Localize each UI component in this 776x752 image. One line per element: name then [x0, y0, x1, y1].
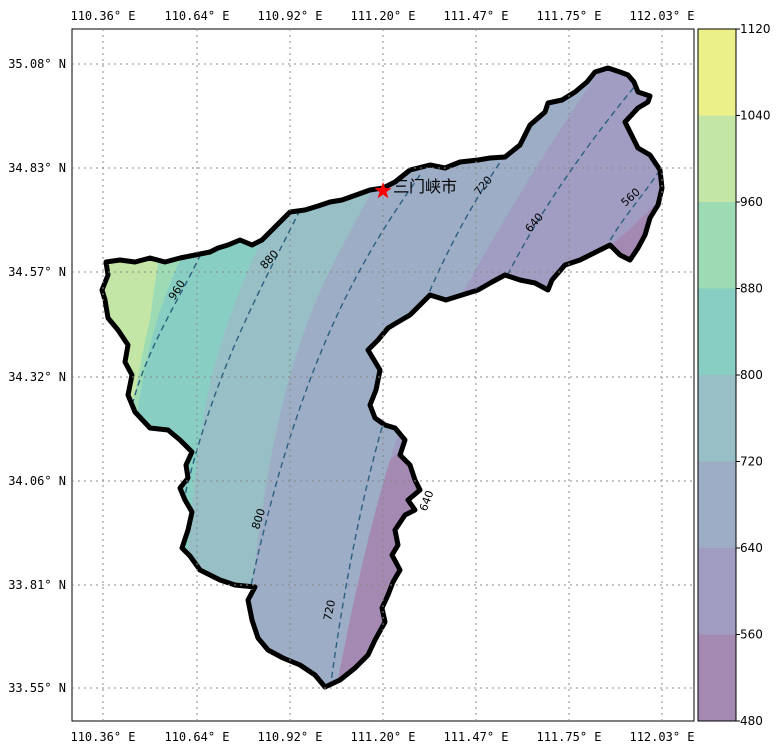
lat-label: 35.08° N: [8, 57, 66, 71]
city-label: 三门峡市: [393, 177, 457, 196]
longitude-labels-top: 110.36° E 110.64° E 110.92° E 111.20° E 111.…: [70, 9, 694, 23]
colorbar-tick-label: 640: [740, 541, 763, 555]
colorbar-tick-label: 1040: [740, 109, 771, 123]
lon-label-bottom: 110.36° E: [70, 730, 135, 744]
contour-label: 800: [249, 507, 268, 531]
colorbar-tick-label: 880: [740, 282, 763, 296]
latitude-labels: 35.08° N 34.83° N 34.57° N 34.32° N 34.06° N…: [8, 57, 66, 695]
contour-line-800: [249, 174, 421, 591]
red-star-icon: [374, 182, 392, 199]
lon-label-bottom: 111.47° E: [443, 730, 508, 744]
lat-label: 34.57° N: [8, 265, 66, 279]
colorbar-segment: [698, 634, 736, 722]
lon-label-bottom: 110.92° E: [257, 730, 322, 744]
colorbar-tick-label: 480: [740, 714, 763, 728]
lon-label-top: 111.47° E: [443, 9, 508, 23]
colorbar-tick-label: 1120: [740, 22, 771, 36]
colorbar-tick-label: 560: [740, 628, 763, 642]
lat-label: 33.55° N: [8, 681, 66, 695]
colorbar-tick-label: 960: [740, 195, 763, 209]
lon-label-bottom: 112.03° E: [629, 730, 694, 744]
contour-line-560: [604, 169, 661, 251]
lat-label: 34.32° N: [8, 370, 66, 384]
colorbar-segment: [698, 202, 736, 289]
lon-label-bottom: 111.20° E: [350, 730, 415, 744]
lon-label-bottom: 110.64° E: [164, 730, 229, 744]
colorbar-segment: [698, 548, 736, 635]
colorbar-segment: [698, 29, 736, 116]
longitude-labels-bottom: 110.36° E 110.64° E 110.92° E 111.20° E 111.…: [70, 730, 694, 744]
lon-label-top: 110.36° E: [70, 9, 135, 23]
lat-label: 33.81° N: [8, 578, 66, 592]
lon-label-top: 111.75° E: [536, 9, 601, 23]
colorbar: 1120 1040 960 880 800 720 640 560 480: [697, 22, 771, 728]
lat-label: 34.83° N: [8, 161, 66, 175]
colorbar-segment: [698, 288, 736, 376]
lon-label-bottom: 111.75° E: [536, 730, 601, 744]
graticule: [72, 29, 694, 721]
lon-label-top: 110.64° E: [164, 9, 229, 23]
colorbar-segment: [698, 115, 736, 203]
contour-line-640: [504, 79, 641, 281]
colorbar-segment: [698, 461, 736, 549]
colorbar-tick-label: 800: [740, 368, 763, 382]
lat-label: 34.06° N: [8, 474, 66, 488]
region-boundary: [99, 65, 665, 690]
contour-label: 720: [321, 599, 338, 622]
city-marker: 三门峡市: [374, 177, 457, 199]
lon-label-top: 111.20° E: [350, 9, 415, 23]
contour-line-960: [131, 244, 206, 406]
colorbar-segment: [698, 375, 736, 462]
contour-line-880: [184, 209, 301, 496]
lon-label-top: 112.03° E: [629, 9, 694, 23]
lon-label-top: 110.92° E: [257, 9, 322, 23]
colorbar-tick-label: 720: [740, 455, 763, 469]
